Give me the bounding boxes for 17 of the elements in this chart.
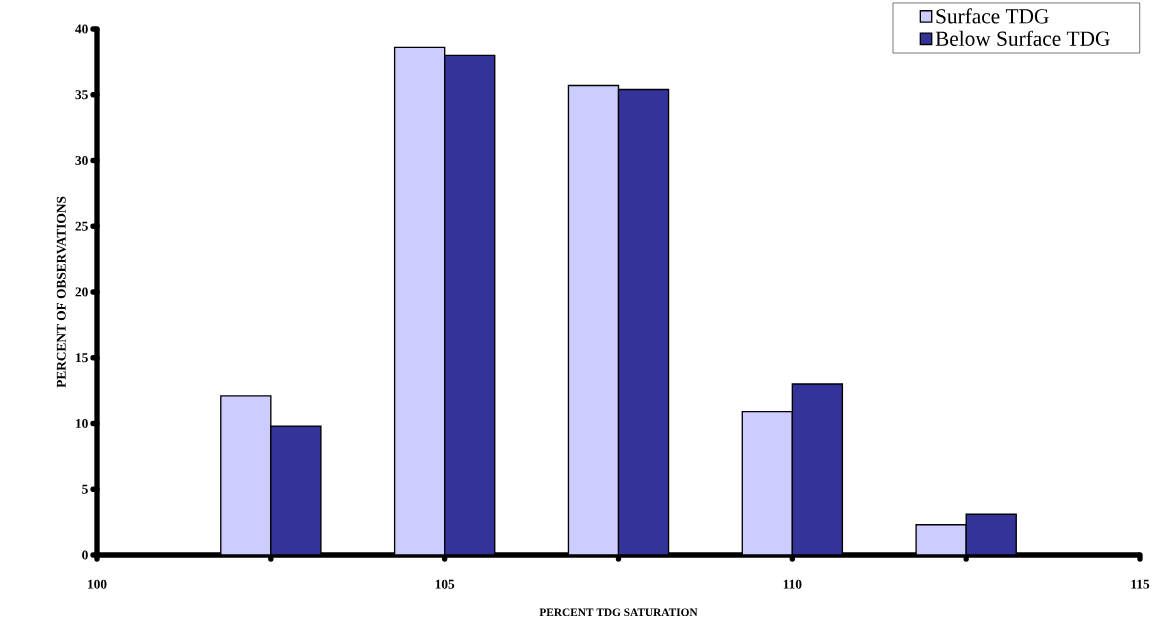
y-tick-label: 30 — [75, 156, 88, 165]
x-tick-label: 110 — [783, 579, 802, 589]
y-tick-label: 0 — [82, 550, 88, 560]
x-tick-label: 100 — [88, 579, 107, 589]
y-tick-label: 35 — [75, 90, 88, 100]
y-axis-title: PERCENT OF OBSERVATIONS — [56, 196, 66, 388]
legend-label: Below Surface TDG — [935, 30, 1110, 46]
y-tick-label: 20 — [75, 287, 88, 297]
y-tick-label: 10 — [76, 418, 88, 428]
x-tick-label: 105 — [435, 579, 455, 589]
y-tick-label: 5 — [82, 484, 88, 494]
y-tick-label: 25 — [75, 221, 88, 231]
x-axis-title: PERCENT TDG SATURATION — [539, 608, 698, 617]
legend-label: Surface TDG — [936, 8, 1049, 24]
x-tick-label: 115 — [1131, 579, 1150, 589]
y-tick-label: 40 — [75, 24, 88, 34]
y-tick-label: 15 — [76, 353, 88, 363]
